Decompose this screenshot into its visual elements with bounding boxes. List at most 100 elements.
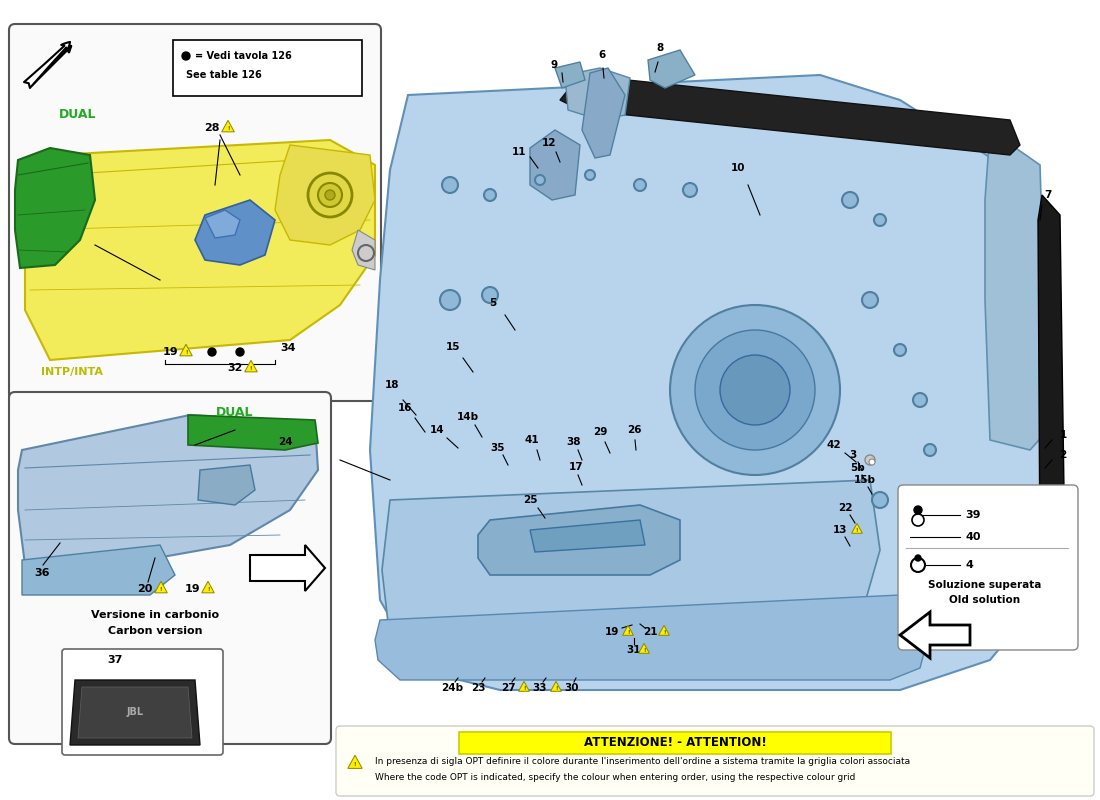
- Circle shape: [924, 444, 936, 456]
- Polygon shape: [275, 145, 375, 245]
- Polygon shape: [518, 682, 529, 691]
- Polygon shape: [582, 68, 625, 158]
- Circle shape: [842, 192, 858, 208]
- Text: !: !: [250, 366, 252, 371]
- Polygon shape: [205, 210, 240, 238]
- Polygon shape: [623, 626, 634, 635]
- Text: 2: 2: [1059, 450, 1067, 460]
- Polygon shape: [900, 612, 970, 658]
- Polygon shape: [659, 626, 670, 635]
- Polygon shape: [78, 687, 192, 738]
- Circle shape: [862, 292, 878, 308]
- Polygon shape: [648, 50, 695, 88]
- FancyBboxPatch shape: [459, 732, 891, 754]
- Text: !: !: [554, 686, 558, 691]
- Text: 25: 25: [522, 495, 537, 505]
- Text: 27: 27: [500, 683, 515, 693]
- Polygon shape: [1038, 195, 1065, 575]
- Text: 5: 5: [490, 298, 496, 308]
- Text: 23: 23: [471, 683, 485, 693]
- Text: 16: 16: [398, 403, 412, 413]
- Text: !: !: [662, 630, 665, 635]
- Text: Carbon version: Carbon version: [108, 626, 202, 636]
- Polygon shape: [556, 62, 585, 88]
- Text: 9: 9: [550, 60, 558, 70]
- Circle shape: [915, 555, 921, 561]
- Circle shape: [695, 330, 815, 450]
- Text: Old solution: Old solution: [949, 595, 1021, 605]
- Polygon shape: [18, 415, 318, 568]
- Circle shape: [482, 287, 498, 303]
- Text: RS: RS: [706, 215, 934, 385]
- Text: 5b: 5b: [850, 463, 866, 473]
- Text: 24: 24: [277, 437, 293, 447]
- Polygon shape: [530, 130, 580, 200]
- Text: Versione in carbonio: Versione in carbonio: [91, 610, 219, 620]
- Circle shape: [683, 183, 697, 197]
- Circle shape: [720, 355, 790, 425]
- Circle shape: [208, 348, 216, 356]
- Text: 32: 32: [228, 363, 243, 373]
- Text: DUAL: DUAL: [59, 109, 97, 122]
- Text: 12: 12: [541, 138, 557, 148]
- Text: 10: 10: [730, 163, 746, 173]
- Text: Where the code OPT is indicated, specify the colour when entering order, using t: Where the code OPT is indicated, specify…: [375, 774, 856, 782]
- Circle shape: [865, 455, 874, 465]
- Text: !: !: [160, 587, 163, 592]
- Circle shape: [913, 393, 927, 407]
- Text: 40: 40: [965, 532, 980, 542]
- Text: 20: 20: [138, 584, 153, 594]
- Text: !: !: [627, 630, 629, 635]
- Circle shape: [869, 459, 874, 465]
- Polygon shape: [352, 230, 375, 270]
- Polygon shape: [375, 595, 930, 680]
- Text: 6: 6: [598, 50, 606, 60]
- Polygon shape: [15, 148, 95, 268]
- Text: ATTENZIONE! - ATTENTION!: ATTENZIONE! - ATTENTION!: [584, 737, 767, 750]
- Polygon shape: [370, 75, 1055, 690]
- Polygon shape: [155, 582, 167, 593]
- Text: 22: 22: [838, 503, 853, 513]
- Polygon shape: [639, 643, 649, 654]
- Polygon shape: [250, 545, 324, 591]
- Circle shape: [872, 492, 888, 508]
- Text: 18: 18: [385, 380, 399, 390]
- Polygon shape: [244, 360, 257, 372]
- FancyBboxPatch shape: [173, 40, 362, 96]
- Text: 35: 35: [491, 443, 505, 453]
- Text: 28: 28: [205, 123, 220, 133]
- Circle shape: [318, 183, 342, 207]
- Polygon shape: [565, 68, 630, 120]
- FancyBboxPatch shape: [9, 24, 381, 401]
- FancyBboxPatch shape: [898, 485, 1078, 650]
- Text: 8: 8: [657, 43, 663, 53]
- Text: 24b: 24b: [441, 683, 463, 693]
- Text: !: !: [207, 587, 209, 592]
- Polygon shape: [198, 465, 255, 505]
- Text: 3: 3: [849, 450, 857, 460]
- Text: 19: 19: [605, 627, 619, 637]
- Circle shape: [535, 175, 544, 185]
- Text: 17: 17: [569, 462, 583, 472]
- Polygon shape: [984, 130, 1048, 450]
- Circle shape: [894, 344, 906, 356]
- Polygon shape: [188, 415, 318, 450]
- Text: JBL: JBL: [126, 707, 144, 717]
- Text: 11: 11: [512, 147, 526, 157]
- FancyBboxPatch shape: [9, 392, 331, 744]
- Text: 21: 21: [642, 627, 658, 637]
- Text: 1: 1: [1059, 430, 1067, 440]
- Polygon shape: [382, 480, 880, 665]
- Circle shape: [634, 179, 646, 191]
- Text: 39: 39: [965, 510, 980, 520]
- FancyBboxPatch shape: [62, 649, 223, 755]
- Text: 15: 15: [446, 342, 460, 352]
- FancyBboxPatch shape: [336, 726, 1094, 796]
- Circle shape: [182, 52, 190, 60]
- Text: DUAL: DUAL: [217, 406, 254, 419]
- Text: 19: 19: [184, 584, 200, 594]
- Text: !: !: [354, 762, 356, 767]
- Circle shape: [904, 534, 916, 546]
- Polygon shape: [530, 520, 645, 552]
- Text: 42: 42: [827, 440, 842, 450]
